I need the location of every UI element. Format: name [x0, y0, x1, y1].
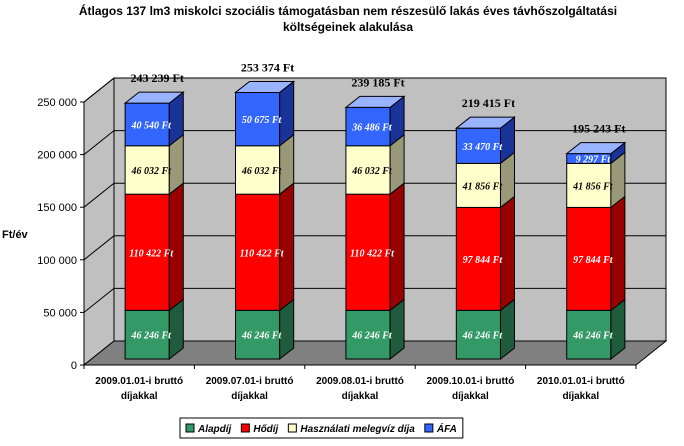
data-label-3-3: 33 470 Ft [462, 142, 504, 153]
legend-swatch-2 [287, 423, 297, 433]
total-label-1: 253 374 Ft [241, 60, 294, 74]
data-label-3-4: 9 297 Ft [576, 154, 612, 165]
y-tick-label: 0 [71, 360, 77, 372]
axes: 0 50 000 100 000 150 000 200 000 250 000 2009.… [37, 97, 637, 402]
x-tick-label: 2009.01.01-i bruttó [95, 376, 183, 387]
bar-top-2 [344, 95, 406, 108]
x-tick-label: díjakkal [562, 391, 599, 402]
x-tick-label: díjakkal [452, 391, 489, 402]
bar-segment-3-0 [124, 102, 170, 147]
data-label-1-1: 110 422 Ft [240, 248, 285, 259]
bar-side-1-1 [279, 182, 295, 312]
data-label-1-4: 97 844 Ft [573, 255, 614, 266]
total-label-2: 239 185 Ft [351, 75, 404, 89]
bar-segment-3-1 [235, 91, 281, 147]
legend-label-0: Alapdíj [197, 424, 232, 435]
data-label-1-2: 110 422 Ft [350, 248, 395, 259]
bar-segment-0-1 [235, 309, 281, 360]
data-label-0-3: 46 246 Ft [462, 331, 504, 342]
total-label-0: 243 239 Ft [131, 71, 184, 85]
bar-segment-2-0 [124, 145, 170, 195]
bar-side-1-2 [389, 182, 405, 312]
bar-segment-1-1 [235, 193, 281, 311]
legend-box [179, 417, 464, 439]
x-tick-label: 2010.01.01-i bruttó [537, 376, 625, 387]
data-label-2-1: 46 032 Ft [241, 166, 283, 177]
legend-label-3: ÁFA [436, 422, 457, 435]
legend-swatch-3 [424, 423, 434, 433]
data-label-0-0: 46 246 Ft [130, 331, 172, 342]
legend-swatch-0 [185, 423, 195, 433]
data-label-3-0: 40 540 Ft [130, 120, 172, 131]
total-label-4: 195 243 Ft [572, 122, 625, 136]
y-tick-label: 250 000 [37, 97, 77, 109]
bars [123, 80, 627, 361]
y-tick-label: 200 000 [37, 150, 77, 162]
y-tick-label: 150 000 [37, 202, 77, 214]
legend-label-2: Használati melegvíz díja [300, 424, 415, 435]
bar-segment-0-2 [345, 309, 391, 360]
data-label-3-1: 50 675 Ft [242, 115, 283, 126]
data-label-3-2: 36 486 Ft [351, 123, 393, 134]
x-tick-label: díjakkal [231, 391, 268, 402]
bar-side-1-4 [610, 195, 626, 312]
legend-swatch-1 [240, 423, 250, 433]
x-tick-label: díjakkal [121, 391, 158, 402]
y-axis-label: Ft/év [2, 229, 29, 241]
data-label-0-2: 46 246 Ft [351, 331, 393, 342]
bar-segment-3-2 [345, 106, 391, 147]
data-label-0-4: 46 246 Ft [572, 331, 614, 342]
bar-segment-3-3 [455, 127, 501, 164]
bar-segment-2-4 [566, 162, 612, 208]
data-labels: 46 246 Ft 110 422 Ft 46 032 Ft 40 540 Ft 243… [129, 60, 625, 341]
data-label-1-0: 110 422 Ft [129, 248, 174, 259]
data-label-2-3: 41 856 Ft [462, 181, 504, 192]
bar-side-1-3 [499, 195, 515, 312]
legend: Alapdíj Hődíj Használati melegvíz díja ÁFA [179, 417, 464, 439]
chart-title-line-2: költségeinek alakulása [283, 20, 413, 34]
bar-top-3 [454, 116, 516, 129]
x-tick-label: 2009.08.01-i bruttó [316, 376, 404, 387]
data-label-1-3: 97 844 Ft [463, 255, 504, 266]
y-tick-label: 100 000 [37, 255, 77, 267]
bar-segment-0-0 [124, 309, 170, 360]
bar-top-4 [565, 142, 627, 155]
bar-side-1-0 [168, 182, 184, 312]
gridline [83, 77, 666, 103]
bar-segment-2-2 [345, 145, 391, 195]
side-wall [83, 76, 115, 367]
bar-segment-1-4 [566, 206, 612, 311]
data-label-2-0: 46 032 Ft [130, 166, 172, 177]
x-tick-label: 2009.10.01-i bruttó [426, 376, 514, 387]
data-label-2-2: 46 032 Ft [351, 166, 393, 177]
legend-label-1: Hődíj [253, 424, 278, 435]
chart-title: Átlagos 137 lm3 miskolci szociális támog… [79, 3, 617, 34]
y-tick-label: 50 000 [43, 307, 77, 319]
data-label-2-4: 41 856 Ft [572, 181, 614, 192]
bar-top-1 [234, 80, 296, 93]
bar-segment-0-3 [455, 309, 501, 360]
x-tick-label: 2009.07.01-i bruttó [206, 376, 294, 387]
total-label-3: 219 415 Ft [462, 96, 515, 110]
bar-top-0 [123, 91, 185, 104]
x-tick-label: díjakkal [342, 391, 379, 402]
chart-title-line-1: Átlagos 137 lm3 miskolci szociális támog… [79, 3, 617, 18]
data-label-0-1: 46 246 Ft [241, 331, 283, 342]
